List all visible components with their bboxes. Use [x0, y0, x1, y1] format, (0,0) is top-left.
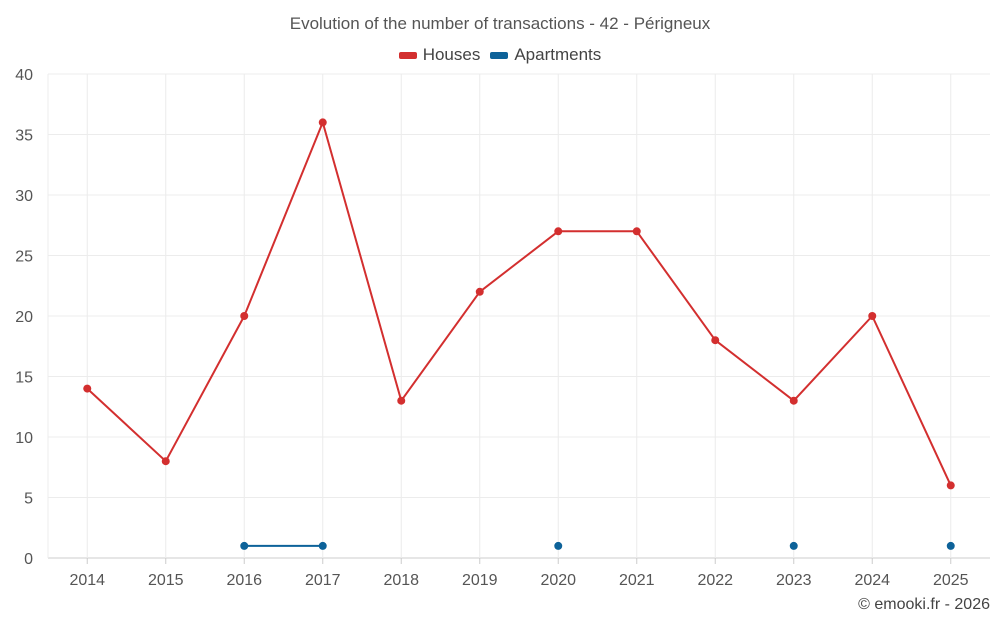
legend-item-houses[interactable]: Houses [398, 45, 481, 65]
series-line-houses [400, 290, 481, 402]
x-tick-label: 2016 [226, 572, 262, 589]
legend-label-apartments: Apartments [514, 45, 602, 64]
x-tick-label: 2015 [148, 572, 184, 589]
series-line-houses [871, 315, 952, 487]
legend-swatch-apartments [490, 51, 509, 59]
data-point-apartments [946, 541, 955, 550]
data-point-apartments [318, 541, 327, 550]
data-point-apartments [789, 541, 798, 550]
data-point-houses [318, 118, 327, 127]
y-tick-label: 0 [24, 551, 33, 568]
y-tick-label: 10 [15, 430, 33, 447]
y-tick-label: 35 [15, 128, 33, 145]
data-point-houses [240, 312, 249, 320]
chart-title: Evolution of the number of transactions … [289, 14, 711, 33]
x-tick-label: 2024 [854, 572, 890, 589]
y-tick-label: 5 [24, 491, 33, 508]
y-tick-label: 40 [15, 67, 33, 84]
series-line-houses [86, 387, 167, 463]
legend-swatch-houses [398, 51, 417, 59]
data-point-houses [789, 396, 798, 405]
x-tick-label: 2022 [697, 572, 733, 589]
y-tick-label: 30 [15, 188, 33, 205]
y-tick-label: 15 [15, 370, 33, 387]
series-line-houses [243, 121, 324, 317]
y-tick-label: 25 [15, 249, 33, 266]
data-point-houses [868, 312, 877, 320]
data-point-houses [632, 227, 641, 236]
data-point-houses [711, 336, 720, 345]
legend-item-apartments[interactable]: Apartments [490, 45, 601, 65]
x-tick-label: 2014 [69, 572, 105, 589]
series-line-houses [164, 315, 246, 463]
series-line-houses [478, 230, 560, 293]
data-point-apartments [240, 541, 249, 550]
x-tick-label: 2017 [305, 572, 341, 589]
data-point-houses [475, 287, 484, 296]
x-tick-label: 2025 [933, 572, 969, 589]
x-tick-label: 2019 [462, 572, 498, 589]
legend: Houses Apartments [0, 45, 1000, 65]
series-line-houses [792, 315, 874, 402]
data-point-houses [83, 384, 92, 393]
x-tick-label: 2020 [540, 572, 576, 589]
data-point-apartments [554, 541, 563, 550]
x-tick-label: 2018 [383, 572, 419, 589]
data-point-houses [946, 481, 955, 490]
watermark: © emooki.fr - 2026 [858, 596, 990, 613]
x-tick-label: 2023 [776, 572, 812, 589]
data-point-houses [554, 227, 563, 236]
series-line-houses [321, 121, 403, 402]
data-point-houses [397, 396, 406, 405]
series-line-houses [714, 339, 795, 402]
data-point-houses [161, 457, 170, 466]
series-line-houses [635, 230, 717, 342]
y-tick-label: 20 [15, 309, 33, 326]
legend-label-houses: Houses [422, 45, 481, 64]
x-tick-label: 2021 [619, 572, 655, 589]
